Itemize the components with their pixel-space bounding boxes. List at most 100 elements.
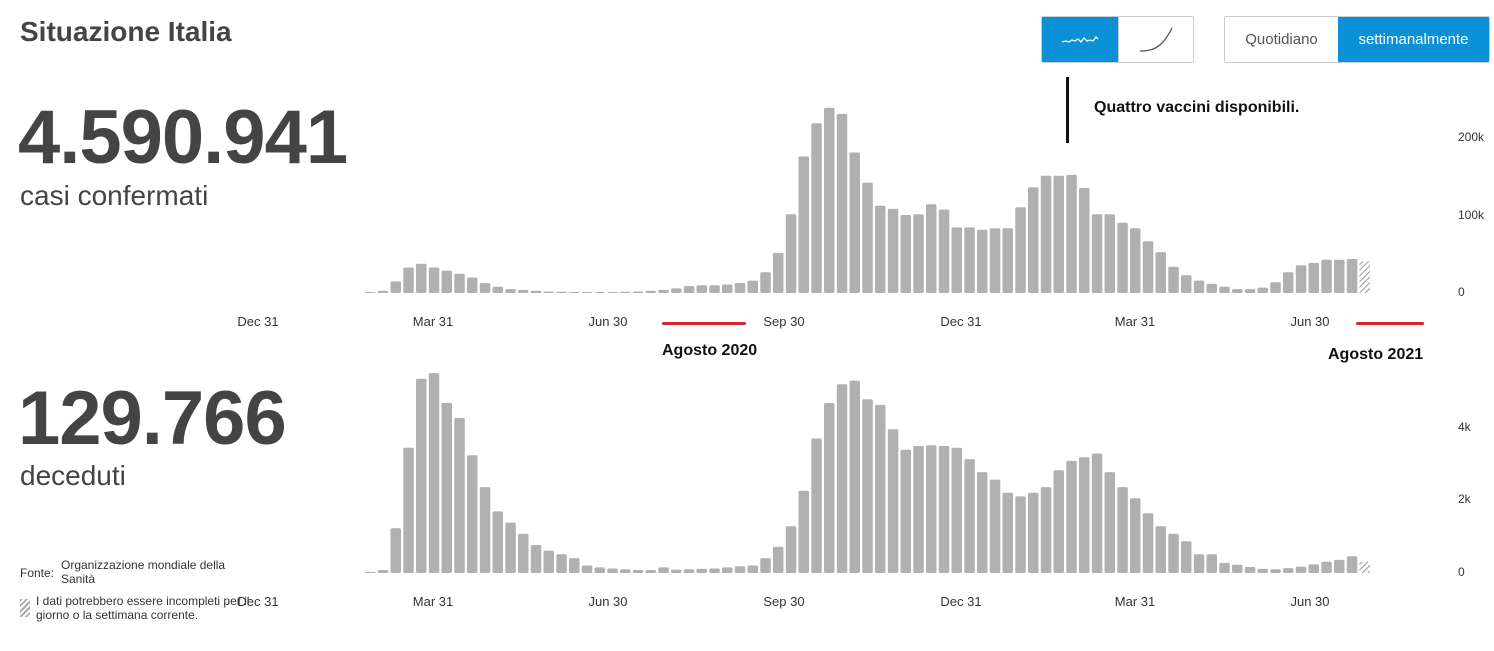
deaths-label: deceduti — [20, 460, 126, 491]
bar — [1219, 562, 1230, 573]
bar — [1040, 487, 1052, 573]
bar — [1130, 498, 1141, 573]
bar — [1066, 460, 1077, 573]
bar — [1219, 286, 1230, 293]
bar — [492, 286, 503, 293]
bar — [1295, 566, 1307, 573]
bar — [1244, 289, 1256, 293]
linear-scale-button[interactable] — [1042, 17, 1118, 62]
partial-data-note: I dati potrebbero essere incompleti per … — [36, 594, 250, 622]
bar — [1142, 241, 1154, 293]
cases-label: casi confermati — [20, 180, 209, 211]
bar — [824, 403, 835, 573]
bar — [1168, 533, 1179, 573]
bar — [581, 565, 593, 573]
bar — [479, 487, 491, 573]
wave-line-icon — [1061, 35, 1099, 43]
bar — [492, 511, 503, 573]
bar — [505, 289, 516, 293]
x-tick-label: Mar 31 — [413, 594, 453, 609]
bar — [1066, 174, 1077, 293]
bar — [594, 567, 605, 573]
weekly-button[interactable]: settimanalmente — [1338, 17, 1489, 62]
bar — [1015, 207, 1026, 293]
source-name: Organizzazione mondiale della Sanità — [61, 558, 226, 586]
bar — [632, 291, 644, 293]
bar — [1308, 262, 1319, 293]
bar — [760, 558, 771, 573]
bar — [1130, 228, 1141, 293]
bar — [403, 447, 414, 573]
deaths-total: 129.766 — [18, 376, 287, 461]
bar — [441, 403, 452, 573]
bar — [1091, 453, 1103, 573]
bar — [530, 290, 542, 293]
bar — [1283, 272, 1294, 293]
bar — [811, 123, 822, 293]
cumulative-scale-button[interactable] — [1117, 17, 1193, 62]
bar — [938, 446, 950, 573]
bar — [1232, 564, 1243, 573]
bar — [798, 156, 809, 293]
bar — [722, 284, 733, 293]
bar — [416, 263, 427, 293]
bar — [1040, 175, 1052, 293]
bar — [747, 565, 758, 573]
aug2020-highlight-line — [662, 322, 746, 325]
bar — [467, 277, 478, 293]
bar — [569, 292, 580, 293]
bar — [377, 570, 389, 573]
scale-toggle — [1041, 16, 1194, 63]
bar — [1334, 559, 1345, 573]
bar — [989, 479, 1001, 573]
bar — [760, 272, 771, 293]
bar — [543, 550, 554, 573]
bar — [1002, 492, 1013, 573]
bar — [1257, 568, 1268, 573]
bar — [862, 399, 873, 573]
aug2020-label: Agosto 2020 — [662, 342, 758, 359]
bar — [1270, 569, 1281, 573]
bar — [1053, 175, 1064, 293]
bar — [1193, 280, 1205, 293]
bar — [416, 378, 427, 573]
period-toggle: Quotidiano settimanalmente — [1224, 16, 1490, 63]
bar — [1193, 554, 1205, 573]
bar — [620, 291, 631, 293]
partial-bar — [1359, 561, 1370, 573]
y-tick-label: 200k — [1458, 130, 1485, 144]
bar — [1181, 275, 1192, 293]
bar — [1232, 289, 1243, 293]
bar — [1155, 252, 1166, 293]
bar — [1028, 187, 1039, 293]
bar — [645, 290, 656, 293]
bar — [887, 429, 899, 573]
bar — [620, 569, 631, 573]
bar — [926, 204, 937, 293]
daily-button[interactable]: Quotidiano — [1225, 17, 1338, 62]
bar — [505, 522, 516, 573]
y-tick-label: 4k — [1458, 420, 1472, 434]
bar — [1206, 554, 1217, 573]
bar — [543, 291, 554, 293]
bar — [1002, 228, 1013, 293]
cases-chart: Dec 31 Mar 31 Jun 30 Sep 30 Dec 31 Mar 31 Jun … — [237, 107, 1485, 329]
bar — [1015, 496, 1026, 573]
x-tick-label: Mar 31 — [413, 314, 453, 329]
x-tick-label: Sep 30 — [763, 314, 804, 329]
bar — [390, 281, 401, 293]
bar — [658, 567, 669, 573]
bar — [607, 568, 618, 573]
aug2021-label: Agosto 2021 — [1328, 346, 1424, 363]
partial-bar — [1359, 261, 1370, 293]
bar — [836, 113, 848, 294]
x-tick-label: Jun 30 — [588, 594, 627, 609]
bar — [556, 291, 567, 293]
x-tick-label: Dec 31 — [940, 314, 981, 329]
vaccine-marker-line — [1066, 77, 1069, 143]
bar — [671, 569, 682, 573]
bar — [849, 380, 860, 573]
bar — [887, 208, 899, 293]
curve-line-icon — [1139, 27, 1173, 52]
x-tick-label: Dec 31 — [237, 594, 278, 609]
